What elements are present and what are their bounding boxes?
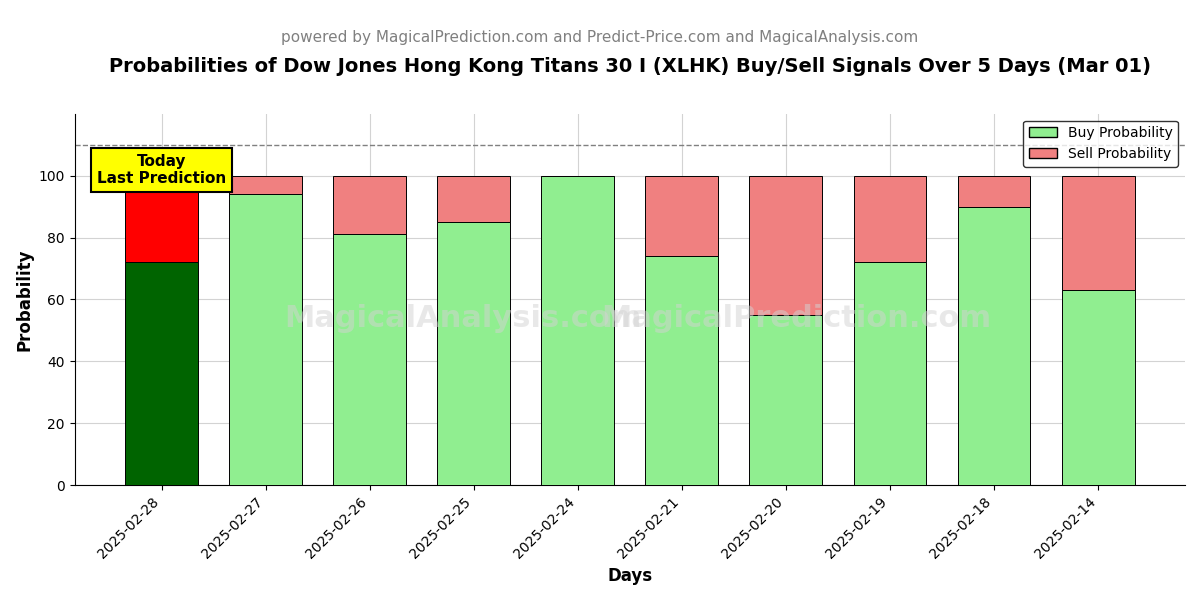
- Bar: [750, 315, 822, 485]
- Bar: [437, 176, 510, 222]
- Legend: Buy Probability, Sell Probability: Buy Probability, Sell Probability: [1024, 121, 1178, 167]
- Y-axis label: Probability: Probability: [16, 248, 34, 351]
- Bar: [125, 262, 198, 485]
- Bar: [334, 235, 406, 485]
- Bar: [750, 176, 822, 315]
- Bar: [853, 176, 926, 262]
- Bar: [437, 222, 510, 485]
- Bar: [1062, 290, 1134, 485]
- Bar: [646, 176, 719, 256]
- Text: powered by MagicalPrediction.com and Predict-Price.com and MagicalAnalysis.com: powered by MagicalPrediction.com and Pre…: [281, 30, 919, 45]
- Bar: [125, 176, 198, 262]
- Bar: [958, 206, 1031, 485]
- Bar: [334, 176, 406, 235]
- X-axis label: Days: Days: [607, 567, 653, 585]
- Bar: [541, 176, 614, 485]
- Bar: [229, 176, 302, 194]
- Text: Today
Last Prediction: Today Last Prediction: [97, 154, 226, 187]
- Text: MagicalAnalysis.com: MagicalAnalysis.com: [284, 304, 642, 332]
- Title: Probabilities of Dow Jones Hong Kong Titans 30 I (XLHK) Buy/Sell Signals Over 5 : Probabilities of Dow Jones Hong Kong Tit…: [109, 57, 1151, 76]
- Bar: [958, 176, 1031, 206]
- Bar: [853, 262, 926, 485]
- Bar: [229, 194, 302, 485]
- Bar: [646, 256, 719, 485]
- Text: MagicalPrediction.com: MagicalPrediction.com: [601, 304, 991, 332]
- Bar: [1062, 176, 1134, 290]
